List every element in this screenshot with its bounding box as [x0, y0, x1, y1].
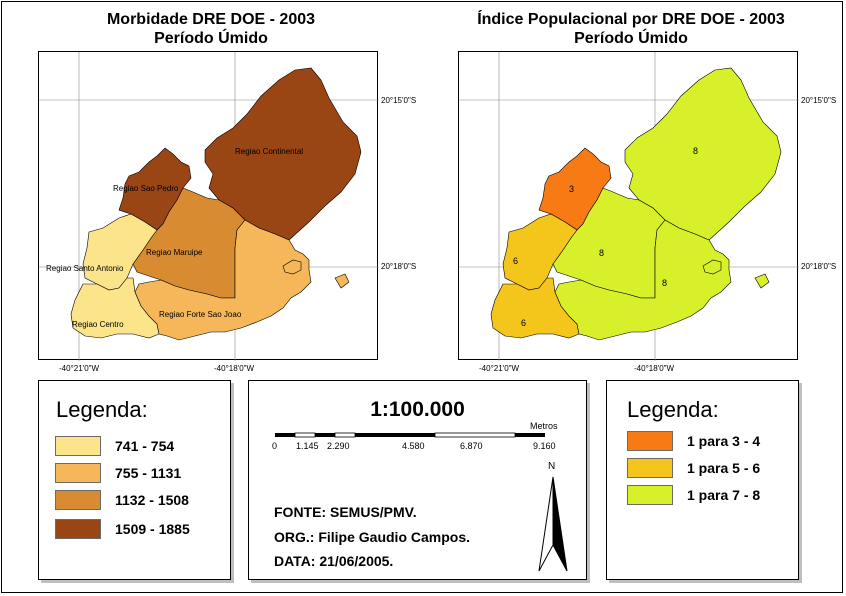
island: [334, 273, 350, 289]
left-map-svg: Regiao Continental Regiao Sao Pedro Regi…: [39, 52, 379, 361]
scale-unit: Metros: [530, 421, 558, 431]
region-forte-sao-joao: [554, 219, 732, 341]
right-map-title: Índice Populacional por DRE DOE - 2003 P…: [431, 10, 831, 48]
right-legend-title: Legenda:: [627, 397, 719, 422]
legend-swatch: [627, 485, 673, 505]
legend-swatch: [627, 458, 673, 478]
legend-label: 1509 - 1885: [115, 521, 190, 537]
label-santo-antonio: Regiao Santo Antonio: [46, 264, 124, 273]
legend-swatch: [55, 436, 101, 456]
right-map-title-line2: Período Úmido: [574, 30, 688, 47]
scale-segment: [434, 432, 516, 438]
legend-swatch: [55, 463, 101, 483]
island: [282, 259, 302, 275]
date-text: DATA: 21/06/2005.: [274, 553, 394, 569]
legend-swatch: [55, 519, 101, 539]
scale-panel: 1:100.000 Metros 0 1.145 2.290 4.580 6.8…: [248, 380, 587, 580]
left-map-title-line2: Período Úmido: [154, 30, 268, 47]
island: [754, 273, 770, 289]
scale-segment: [334, 432, 356, 438]
region-santo-antonio: [82, 213, 158, 291]
label-sao-pedro: Regiao Sao Pedro: [113, 184, 179, 193]
value-continental: 8: [693, 146, 698, 156]
label-maruipe: Regiao Maruipe: [146, 248, 203, 257]
legend-item: 1 para 3 - 4: [627, 431, 760, 451]
value-centro: 6: [521, 318, 526, 328]
left-lat-bottom: 20°18'0"S: [381, 262, 417, 271]
left-map-title-line1: Morbidade DRE DOE - 2003: [106, 11, 316, 28]
legend-swatch: [55, 490, 101, 510]
legend-item: 1132 - 1508: [55, 490, 189, 510]
label-forte-sao-joao: Regiao Forte Sao Joao: [159, 310, 242, 319]
legend-label: 755 - 1131: [115, 465, 182, 481]
left-lon-left: -40°21'0"W: [59, 364, 100, 373]
scale-tick: 6.870: [460, 441, 483, 451]
right-map-title-line1: Índice Populacional por DRE DOE - 2003: [477, 11, 785, 28]
legend-label: 1 para 3 - 4: [687, 433, 761, 449]
scale-tick: 9.160: [533, 441, 556, 451]
left-legend: Legenda: 741 - 754 755 - 1131 1132 - 150…: [38, 380, 231, 580]
scale-segment: [355, 433, 435, 437]
left-lat-top: 20°15'0"S: [381, 96, 417, 105]
region-forte-sao-joao: [134, 219, 312, 341]
right-lon-right: -40°18'0"W: [634, 364, 675, 373]
legend-item: 1509 - 1885: [55, 519, 190, 539]
right-map: 3 8 6 8 8 6: [458, 51, 799, 361]
legend-label: 741 - 754: [115, 438, 175, 454]
scale-segment: [315, 433, 335, 437]
legend-item: 1 para 5 - 6: [627, 458, 760, 478]
left-map-title: Morbidade DRE DOE - 2003 Período Úmido: [11, 10, 411, 48]
legend-swatch: [627, 431, 673, 451]
left-lon-right: -40°18'0"W: [214, 364, 255, 373]
region-santo-antonio: [502, 213, 578, 291]
left-map: Regiao Continental Regiao Sao Pedro Regi…: [38, 51, 379, 361]
value-forte-sao-joao: 8: [662, 278, 667, 288]
source-text: FONTE: SEMUS/PMV.: [274, 504, 417, 520]
right-map-svg: 3 8 6 8 8 6: [459, 52, 799, 361]
legend-label: 1 para 5 - 6: [687, 460, 761, 476]
legend-label: 1132 - 1508: [115, 492, 189, 508]
value-santo-antonio: 6: [513, 256, 518, 266]
scale-tick: 2.290: [327, 441, 350, 451]
scale-tick: 4.580: [402, 441, 425, 451]
label-continental: Regiao Continental: [235, 147, 303, 156]
legend-label: 1 para 7 - 8: [687, 487, 761, 503]
island: [702, 259, 722, 275]
scale-segment: [294, 432, 316, 438]
organizer-text: ORG.: Filipe Gaudio Campos.: [274, 529, 471, 545]
right-legend: Legenda: 1 para 3 - 4 1 para 5 - 6 1 par…: [606, 380, 799, 580]
right-lat-bottom: 20°18'0"S: [801, 262, 837, 271]
legend-item: 1 para 7 - 8: [627, 485, 760, 505]
value-maruipe: 8: [599, 248, 604, 258]
scale-segment: [275, 433, 295, 437]
scale-ratio: 1:100.000: [370, 398, 465, 421]
legend-item: 741 - 754: [55, 436, 174, 456]
north-arrow-icon: [538, 476, 568, 572]
right-lon-left: -40°21'0"W: [479, 364, 520, 373]
left-legend-title: Legenda:: [56, 397, 148, 422]
scale-bar: [275, 432, 545, 438]
label-centro: Regiao Centro: [72, 320, 124, 329]
value-sao-pedro: 3: [569, 184, 574, 194]
right-lat-top: 20°15'0"S: [801, 96, 837, 105]
scale-tick: 1.145: [296, 441, 319, 451]
legend-item: 755 - 1131: [55, 463, 181, 483]
north-label: N: [548, 461, 556, 472]
scale-segment: [515, 433, 545, 437]
scale-tick: 0: [272, 441, 278, 451]
